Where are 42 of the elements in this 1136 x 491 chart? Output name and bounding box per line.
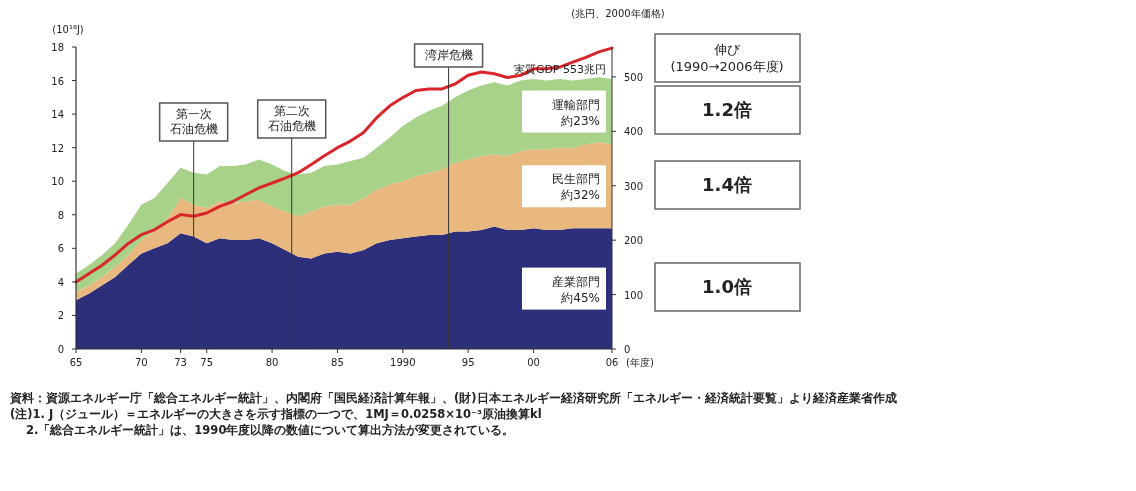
series-label: 産業部門約45%	[552, 274, 600, 305]
y-tick-label: 0	[57, 344, 64, 355]
y2-tick-label: 200	[624, 235, 644, 247]
y-tick-label: 16	[51, 75, 64, 87]
y2-axis-title: (兆円、2000年価格)	[571, 8, 665, 19]
x-tick-label: 73	[174, 357, 187, 368]
y2-tick-label: 0	[624, 344, 631, 355]
y2-tick-label: 500	[624, 71, 644, 83]
x-tick-label: 00	[527, 357, 540, 368]
text: (注)1. J（ジュール）＝エネルギーの大きさを示す指標の一つで、1MJ＝0.0258×10⁻³原油換算kl	[10, 406, 543, 422]
y-tick-label: 8	[57, 209, 64, 221]
y-tick-label: 2	[57, 310, 64, 322]
text: 1.0倍	[702, 276, 752, 298]
ref-line-label: 第一次石油危機	[169, 107, 218, 136]
ref-line-label: 湾岸危機	[424, 48, 473, 62]
y2-tick-label: 400	[624, 126, 644, 138]
text: 2.「総合エネルギー統計」は、1990年度以降の数値について算出方法が変更されている。	[25, 422, 516, 438]
y-tick-label: 12	[51, 142, 64, 154]
x-tick-label: 1990	[390, 357, 416, 368]
text: 1.2倍	[702, 99, 752, 121]
text: 資料：資源エネルギー庁「総合エネルギー統計」、内閣府「国民経済計算年報」、(財)日本エネルギー経済研究所「エネルギー・経済統計要覧」より経済産業省作成	[10, 390, 898, 406]
text: 伸び(1990→2006年度)	[670, 41, 784, 75]
ref-line-label: 第二次石油危機	[267, 104, 316, 133]
x-tick-label: 95	[461, 357, 475, 368]
x-axis-title: (年度)	[626, 357, 654, 368]
x-tick-label: 06	[605, 357, 619, 368]
text: 1.4倍	[702, 174, 752, 196]
y2-tick-label: 100	[624, 289, 644, 301]
y-axis-title: (10¹⁸J)	[52, 24, 84, 35]
y2-tick-label: 300	[624, 180, 644, 192]
series-label: 民生部門約32%	[552, 172, 600, 203]
y-tick-label: 18	[51, 42, 64, 53]
x-tick-label: 80	[265, 357, 279, 368]
series-label: 運輸部門約23%	[552, 97, 600, 128]
y-tick-label: 10	[51, 176, 64, 188]
y-tick-label: 6	[57, 243, 64, 255]
y-tick-label: 14	[51, 109, 64, 121]
y-tick-label: 4	[57, 276, 64, 288]
x-tick-label: 75	[200, 357, 214, 368]
x-tick-label: 65	[69, 357, 83, 368]
x-tick-label: 70	[135, 357, 148, 368]
x-tick-label: 85	[331, 357, 344, 368]
